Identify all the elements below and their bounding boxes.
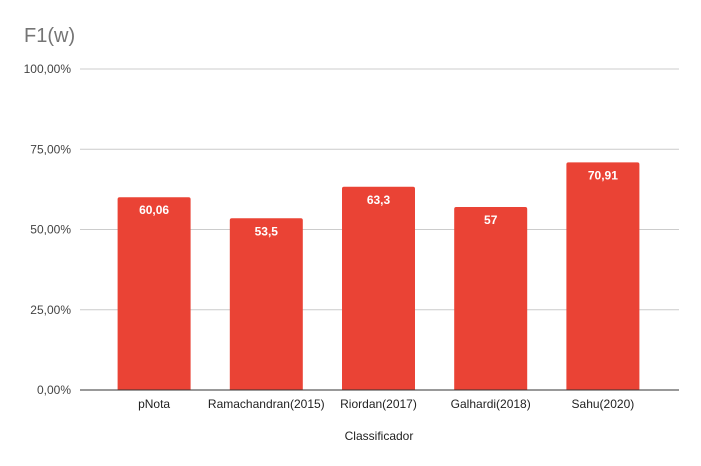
x-tick-label: Ramachandran(2015) xyxy=(208,397,325,411)
data-label: 53,5 xyxy=(255,224,279,238)
data-labels: 60,06 53,5 63,3 57 70,91 xyxy=(139,168,618,238)
data-label: 70,91 xyxy=(588,168,618,182)
y-tick-label: 25,00% xyxy=(30,303,71,317)
bars xyxy=(117,162,640,390)
x-tick-label: Sahu(2020) xyxy=(572,397,635,411)
bar xyxy=(454,207,528,390)
x-tick-label: pNota xyxy=(138,397,170,411)
bar xyxy=(342,186,415,390)
x-axis-tick-labels: pNota Ramachandran(2015) Riordan(2017) Galh… xyxy=(138,397,634,411)
x-tick-label: Riordan(2017) xyxy=(340,397,417,411)
x-axis-title: Classificador xyxy=(345,429,414,443)
bar xyxy=(229,218,303,390)
x-tick-label: Galhardi(2018) xyxy=(451,397,531,411)
y-tick-label: 0,00% xyxy=(37,383,71,397)
y-tick-label: 75,00% xyxy=(30,142,71,156)
y-axis-tick-labels: 0,00% 25,00% 50,00% 75,00% 100,00% xyxy=(24,62,72,397)
bar xyxy=(566,162,640,390)
y-tick-label: 100,00% xyxy=(24,62,72,76)
data-label: 60,06 xyxy=(139,203,169,217)
bar xyxy=(117,197,191,390)
data-label: 57 xyxy=(484,213,498,227)
y-tick-label: 50,00% xyxy=(30,223,71,237)
chart-title: F1(w) xyxy=(24,25,75,47)
data-label: 63,3 xyxy=(367,193,391,207)
